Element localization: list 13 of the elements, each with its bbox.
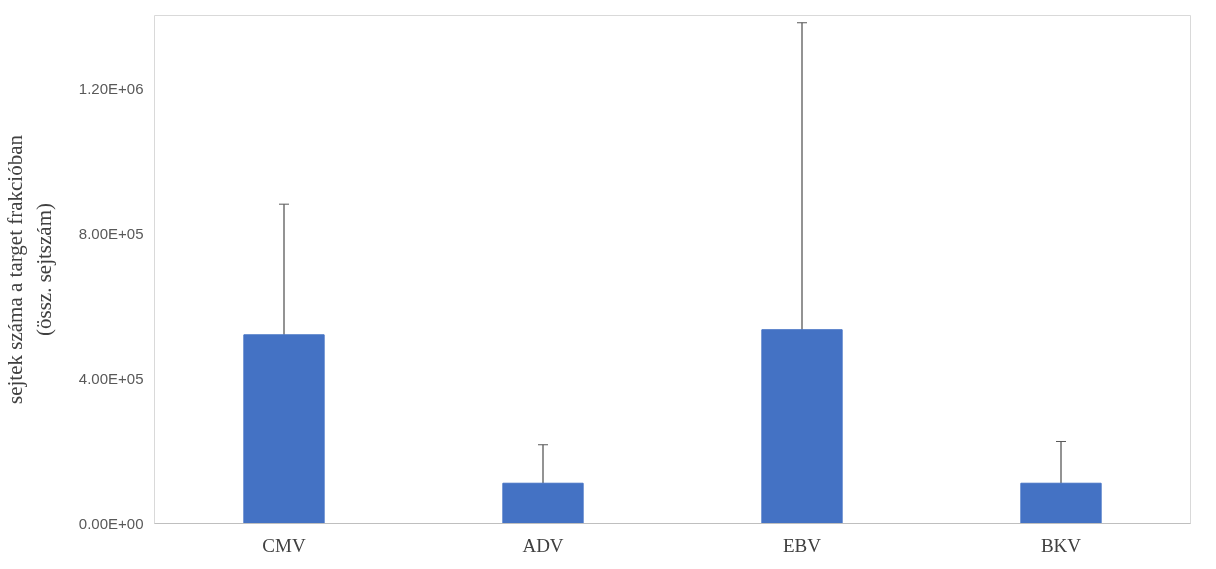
bar xyxy=(243,334,325,524)
y-tick-label: 4.00E+05 xyxy=(78,369,144,387)
bar xyxy=(1020,482,1102,524)
x-tick-label: BKV xyxy=(1040,534,1082,556)
y-tick-label: 0.00E+00 xyxy=(78,515,144,532)
bar xyxy=(761,329,843,524)
bar xyxy=(502,482,584,524)
y-tick-label: 8.00E+05 xyxy=(78,224,144,242)
x-tick-label: EBV xyxy=(783,534,822,556)
x-tick-label: ADV xyxy=(522,534,564,556)
x-tick-label: CMV xyxy=(262,534,306,556)
y-axis-title: sejtek száma a target frakcióban (össz. sejtszám) xyxy=(3,134,56,404)
y-tick-label: 1.20E+06 xyxy=(78,79,144,97)
